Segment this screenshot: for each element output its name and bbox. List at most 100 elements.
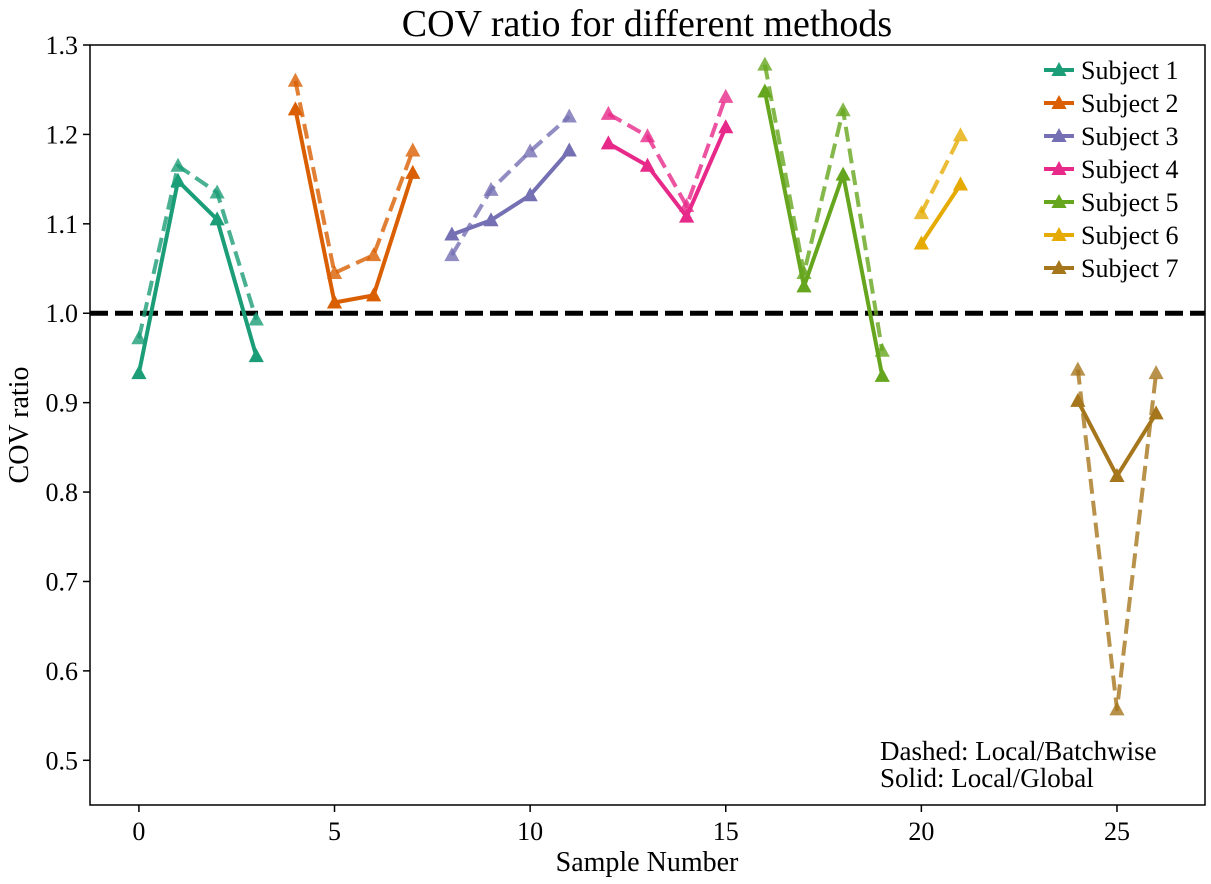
series-solid-marker (444, 226, 460, 241)
series-dashed-marker (561, 108, 577, 123)
y-tick-label: 0.5 (46, 746, 79, 775)
x-tick-label: 20 (908, 817, 934, 846)
series-dashed-marker (287, 72, 303, 87)
series-solid-marker (131, 365, 147, 380)
series-dashed-marker (600, 105, 616, 120)
legend-label: Subject 6 (1081, 221, 1179, 250)
series-solid-line (293, 109, 415, 305)
series-subject-5 (757, 56, 890, 382)
series-subject-7 (1070, 361, 1164, 716)
legend: Subject 1 Subject 2 Subject 3 Subject 4 Subj… (1044, 56, 1179, 283)
series-solid-marker (326, 294, 343, 309)
legend-marker (1051, 128, 1067, 142)
series-dashed-marker (1070, 361, 1086, 376)
series-subject-2 (287, 72, 421, 309)
series-dashed-marker (1109, 701, 1125, 716)
y-tick-label: 1.2 (46, 120, 79, 149)
series-solid-marker (600, 135, 616, 150)
series-dashed-marker (718, 88, 734, 103)
method-annotation: Dashed: Local/Batchwise Solid: Local/Glo… (880, 736, 1157, 793)
series-dashed-line (919, 134, 963, 214)
legend-item-subject-1: Subject 1 (1044, 56, 1179, 85)
legend-label: Subject 3 (1081, 122, 1179, 151)
legend-marker (1051, 260, 1067, 274)
y-tick-label: 1.0 (46, 299, 79, 328)
series-solid-line (919, 183, 963, 245)
plot-frame (89, 44, 1206, 806)
annotation-dashed: Dashed: Local/Batchwise (880, 736, 1157, 766)
legend-label: Subject 4 (1081, 155, 1179, 184)
y-tick-label: 0.9 (46, 389, 79, 418)
series-solid-line (607, 126, 728, 219)
y-tick-label: 1.1 (46, 210, 79, 239)
series-solid-marker (522, 187, 538, 202)
legend-item-subject-2: Subject 2 (1044, 89, 1179, 118)
series-dashed-marker (835, 102, 851, 117)
series-subject-3 (444, 108, 577, 262)
series-dashed-marker (366, 247, 382, 262)
x-tick-label: 0 (132, 817, 145, 846)
legend-label: Subject 5 (1081, 188, 1179, 217)
y-tick-label: 0.8 (46, 478, 79, 507)
series-solid-marker (874, 367, 890, 382)
series-solid-marker (287, 101, 303, 116)
x-tick-label: 25 (1104, 817, 1130, 846)
series-solid-marker (366, 287, 382, 302)
series-dashed-line (762, 64, 885, 352)
y-axis-label: COV ratio (4, 367, 35, 484)
series-dashed-line (293, 80, 415, 275)
series-solid-marker (639, 157, 656, 172)
x-axis-label: Sample Number (556, 847, 739, 878)
series-dashed-marker (209, 184, 225, 199)
series-dashed-line (450, 115, 571, 257)
series-solid-marker (1070, 392, 1086, 407)
series-solid-marker (796, 278, 812, 293)
series-subject-1 (131, 157, 264, 380)
legend-marker (1051, 194, 1067, 208)
x-tick-label: 10 (517, 817, 543, 846)
legend-label: Subject 1 (1081, 56, 1179, 85)
series-dashed-marker (522, 143, 538, 158)
series-dashed-marker (444, 247, 460, 262)
series-solid-line (762, 91, 885, 377)
series-solid-marker (1148, 405, 1164, 420)
legend-marker (1051, 62, 1067, 76)
series-solid-marker (952, 176, 969, 191)
series-solid-marker (757, 83, 773, 98)
series-dashed-marker (483, 181, 499, 196)
legend-label: Subject 7 (1081, 254, 1179, 283)
series-solid-marker (405, 164, 421, 179)
legend-item-subject-3: Subject 3 (1044, 122, 1179, 151)
series-dashed-marker (131, 330, 147, 345)
series-solid-marker (913, 235, 929, 250)
series-solid-marker (248, 348, 264, 363)
chart-title: COV ratio for different methods (402, 3, 892, 45)
series-solid-marker (718, 119, 734, 134)
series-solid-line (451, 149, 571, 237)
series-subject-6 (913, 127, 969, 250)
series-dashed-marker (639, 128, 656, 143)
series-dashed-marker (952, 127, 969, 142)
legend-marker (1051, 227, 1067, 241)
legend-item-subject-7: Subject 7 (1044, 254, 1179, 283)
series-solid-marker (679, 208, 695, 223)
series-solid-line (136, 178, 259, 374)
legend-item-subject-4: Subject 4 (1044, 155, 1179, 184)
series-solid-marker (561, 142, 577, 157)
legend-label: Subject 2 (1081, 89, 1179, 118)
series-solid-marker (1109, 467, 1125, 482)
series-solid-marker (483, 212, 499, 227)
series-solid-marker (835, 166, 851, 181)
legend-item-subject-6: Subject 6 (1044, 221, 1179, 250)
x-tick-label: 5 (328, 817, 341, 846)
series-subject-4 (600, 88, 734, 223)
series-dashed-marker (913, 205, 929, 220)
series-solid-marker (170, 172, 186, 187)
annotation-solid: Solid: Local/Global (880, 763, 1094, 793)
y-tick-label: 0.7 (46, 567, 79, 596)
y-tick-label: 0.6 (46, 657, 79, 686)
series-solid-marker (209, 211, 225, 226)
legend-marker (1051, 95, 1067, 109)
y-tick-label: 1.3 (46, 31, 79, 60)
